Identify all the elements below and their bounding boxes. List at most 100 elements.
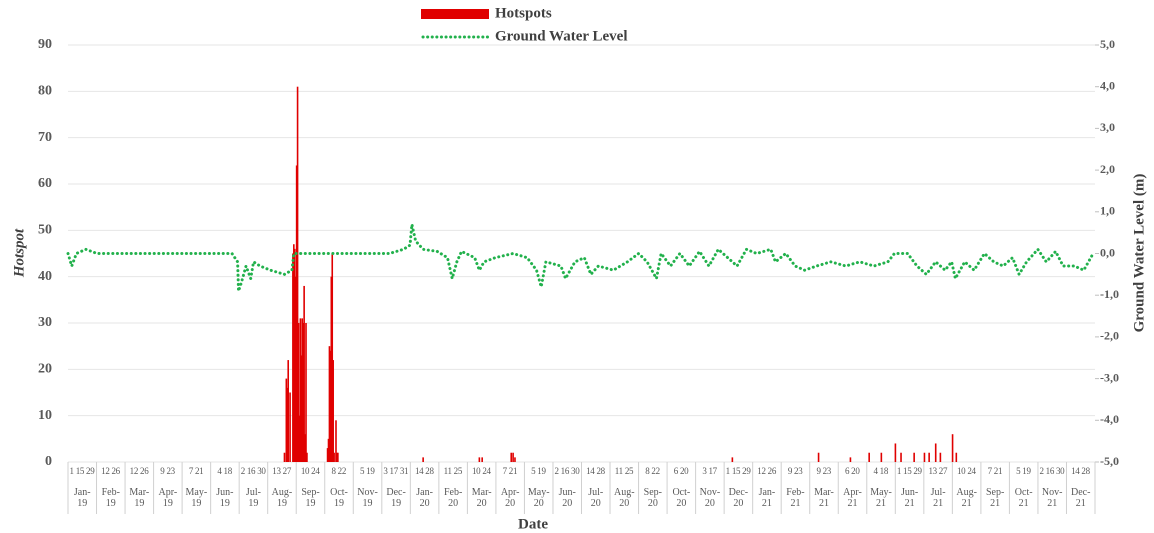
bar — [333, 452, 335, 462]
y2-tick-label: -5,0 — [1100, 454, 1119, 468]
month-tick-label: May-20 — [527, 487, 550, 509]
month-tick-label: Dec-20 — [728, 487, 749, 509]
day-tick-label: 3 17 31 — [383, 466, 409, 476]
day-tick-label: 5 19 — [1016, 466, 1031, 476]
day-tick-label: 5 19 — [359, 466, 375, 476]
bar — [304, 434, 306, 462]
month-tick-label: Sep-19 — [301, 487, 320, 509]
bar — [305, 323, 307, 462]
bar — [928, 452, 930, 462]
y-tick-label: 70 — [38, 130, 52, 145]
day-tick-label: 10 24 — [471, 466, 491, 476]
bar — [328, 346, 331, 462]
y2-tick-label: 5,0 — [1100, 37, 1115, 51]
day-tick-label: 10 24 — [956, 466, 976, 476]
day-tick-label: 13 27 — [272, 466, 292, 476]
day-tick-label: 4 18 — [217, 466, 232, 476]
month-tick-label: Apr-20 — [500, 487, 520, 509]
y-tick-label: 30 — [38, 315, 52, 330]
bar — [331, 253, 334, 462]
bar — [332, 360, 334, 462]
day-tick-label: 12 26 — [101, 466, 120, 476]
bar — [283, 452, 286, 462]
legend-label: Hotspots — [495, 5, 552, 21]
bar — [934, 443, 937, 462]
bar — [298, 415, 301, 462]
bar — [303, 285, 305, 462]
bar — [299, 318, 302, 462]
bar — [286, 387, 289, 462]
day-tick-label: 2 16 30 — [240, 466, 266, 476]
month-tick-label: Jun-21 — [900, 487, 919, 509]
bar — [330, 276, 333, 462]
bar — [296, 86, 299, 462]
legend-swatch — [421, 9, 489, 19]
bar — [306, 452, 308, 462]
day-tick-label: 6 20 — [844, 466, 860, 476]
bar — [336, 452, 338, 462]
bar — [913, 452, 915, 462]
day-tick-label: 9 23 — [160, 466, 175, 476]
bar — [481, 457, 483, 462]
month-tick-label: Aug-21 — [956, 487, 977, 509]
y-tick-label: 10 — [38, 408, 52, 423]
day-tick-label: 9 23 — [787, 466, 803, 476]
bar — [293, 248, 296, 462]
month-tick-label: Jun-20 — [558, 487, 576, 509]
month-tick-label: Oct-21 — [1014, 487, 1033, 509]
month-tick-label: Feb-19 — [101, 487, 120, 509]
month-tick-label: Nov-21 — [1041, 487, 1063, 509]
bar — [301, 318, 304, 462]
y2-tick-label: 0,0 — [1100, 245, 1115, 259]
y-tick-label: 20 — [38, 362, 52, 377]
bar — [939, 452, 942, 462]
day-tick-label: 7 21 — [502, 466, 518, 476]
day-tick-label: 2 16 30 — [554, 466, 580, 476]
bar — [327, 438, 330, 462]
y-tick-label: 50 — [38, 223, 52, 238]
bar — [289, 392, 291, 462]
bar — [287, 360, 290, 462]
day-tick-label: 7 21 — [188, 466, 204, 476]
bar — [293, 244, 295, 462]
day-tick-label: 1 15 29 — [69, 466, 95, 476]
y-tick-label: 90 — [38, 37, 52, 52]
bar — [894, 443, 897, 462]
day-tick-label: 14 28 — [586, 466, 605, 476]
month-tick-label: Feb-21 — [786, 487, 805, 509]
day-tick-label: 1 15 29 — [896, 466, 922, 476]
month-tick-label: Aug-20 — [614, 487, 635, 509]
day-tick-label: 4 18 — [873, 466, 889, 476]
month-tick-label: Jan-21 — [758, 487, 776, 509]
y-axis-title: Hotspot — [11, 228, 27, 278]
line — [66, 223, 1095, 292]
month-tick-label: May-19 — [185, 487, 208, 509]
y2-tick-label: 3,0 — [1100, 120, 1115, 134]
bar — [900, 452, 902, 462]
month-tick-label: Mar-19 — [129, 487, 150, 509]
y2-axis-title: Ground Water Level (m) — [1131, 174, 1147, 333]
month-tick-label: Nov-19 — [357, 487, 378, 509]
month-tick-label: Dec-21 — [1071, 487, 1091, 509]
bar — [294, 276, 297, 462]
bar — [731, 457, 734, 462]
bar — [422, 457, 424, 462]
month-tick-label: Jan-19 — [73, 487, 91, 509]
bar — [849, 457, 852, 462]
y2-tick-label: -4,0 — [1100, 412, 1119, 426]
bar — [880, 452, 883, 462]
y2-tick-label: -1,0 — [1100, 287, 1119, 301]
day-tick-label: 3 17 — [702, 466, 717, 476]
bar — [295, 165, 298, 462]
bar — [923, 452, 926, 462]
month-tick-label: Mar-20 — [471, 487, 492, 509]
month-tick-label: Dec-19 — [386, 487, 406, 509]
bar — [510, 452, 513, 462]
day-tick-label: 8 22 — [645, 466, 660, 476]
bar — [951, 434, 954, 462]
month-tick-label: Apr-19 — [158, 487, 178, 509]
day-tick-label: 11 25 — [614, 466, 634, 476]
day-tick-label: 2 16 30 — [1039, 466, 1065, 476]
